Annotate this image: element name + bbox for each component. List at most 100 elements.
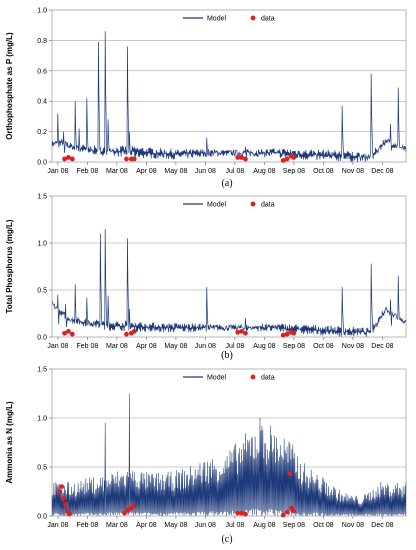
legend-swatch-data <box>250 201 256 207</box>
y-tick-label: 0.0 <box>37 160 47 167</box>
x-tick-label: May 08 <box>164 522 187 529</box>
series-line-model <box>51 393 407 516</box>
data-point <box>235 155 241 160</box>
x-tick-label: Jul 08 <box>226 168 245 175</box>
x-tick-label: Jun 08 <box>195 168 216 175</box>
panel-caption: (c) <box>221 534 232 545</box>
data-point <box>280 512 286 518</box>
y-axis-label: Orthophosphate as P (mg/L) <box>5 32 14 140</box>
y-tick-label: 0.0 <box>37 514 47 521</box>
data-point <box>62 156 67 162</box>
data-point <box>243 156 248 162</box>
x-tick-label: Dec 08 <box>371 522 393 529</box>
y-tick-label: 1.5 <box>37 194 47 201</box>
panel-caption: (b) <box>221 350 233 361</box>
x-tick-label: Feb 08 <box>77 343 99 350</box>
series-line-model <box>51 228 407 337</box>
data-point <box>280 332 286 338</box>
data-point <box>239 510 244 516</box>
x-tick-label: Apr 08 <box>136 522 157 529</box>
legend-label-data: data <box>261 375 275 382</box>
x-tick-label: Mar 08 <box>106 343 128 350</box>
data-point <box>63 501 68 507</box>
x-tick-label: Jan 08 <box>47 343 68 350</box>
data-point <box>243 511 248 517</box>
data-point <box>66 155 71 160</box>
y-tick-label: 0.5 <box>37 465 47 472</box>
data-point <box>62 330 67 336</box>
data-point <box>284 331 290 337</box>
data-point <box>280 158 286 163</box>
x-tick-label: Mar 08 <box>106 168 128 175</box>
y-tick-label: 0.5 <box>37 288 47 295</box>
x-tick-label: May 08 <box>164 343 187 350</box>
panel-caption: (a) <box>221 178 232 189</box>
data-point <box>291 508 297 514</box>
x-tick-label: May 08 <box>164 168 187 175</box>
data-point <box>67 511 72 517</box>
x-tick-label: Jan 08 <box>47 168 68 175</box>
x-tick-label: Nov 08 <box>342 343 364 350</box>
data-point <box>59 484 65 489</box>
data-point <box>243 330 248 336</box>
x-tick-label: Oct 08 <box>313 343 334 350</box>
x-tick-label: Aug 08 <box>253 343 275 350</box>
y-tick-label: 1.0 <box>37 416 47 423</box>
data-point <box>57 489 63 494</box>
chart-panel-0: 0.0 0.2 0.4 0.6 0.8 1.0 Jan 08 Feb 08 Mar 08 Apr … <box>5 8 407 189</box>
y-tick-label: 0.0 <box>37 335 47 342</box>
data-point <box>130 503 136 509</box>
data-point <box>69 331 75 337</box>
y-tick-label: 0.8 <box>37 38 47 45</box>
data-point <box>61 495 67 501</box>
x-tick-label: Dec 08 <box>371 343 393 350</box>
data-point <box>124 156 129 162</box>
data-point <box>291 155 297 160</box>
y-tick-label: 1.0 <box>37 8 47 15</box>
series-line-model <box>51 31 407 162</box>
legend-label-data: data <box>261 16 275 23</box>
y-tick-label: 1.0 <box>37 241 47 248</box>
data-point <box>239 328 244 334</box>
legend-swatch-data <box>250 15 256 21</box>
legend-label-model: Model <box>207 375 227 382</box>
y-tick-label: 1.5 <box>37 367 47 374</box>
x-tick-label: Apr 08 <box>136 343 157 350</box>
x-tick-label: Sep 08 <box>283 522 305 529</box>
legend-label-model: Model <box>207 16 227 23</box>
data-point <box>239 155 244 160</box>
x-tick-label: Oct 08 <box>313 522 334 529</box>
data-point <box>284 509 290 515</box>
data-point <box>287 471 293 477</box>
x-tick-label: Aug 08 <box>253 168 275 175</box>
data-point <box>66 328 71 334</box>
y-tick-label: 0.2 <box>37 129 47 136</box>
x-tick-label: Mar 08 <box>106 522 128 529</box>
x-tick-label: Nov 08 <box>342 168 364 175</box>
y-axis-label: Total Phosphorus (mg/L) <box>5 219 14 313</box>
x-tick-label: Feb 08 <box>77 522 99 529</box>
data-point <box>291 330 297 336</box>
x-tick-label: Feb 08 <box>77 168 99 175</box>
data-point <box>124 331 129 337</box>
chart-panel-1: 0.0 0.5 1.0 1.5 Jan 08 Feb 08 Mar 08 Apr 08 May … <box>5 194 407 361</box>
x-tick-label: Dec 08 <box>371 168 393 175</box>
chart-panel-2: 0.0 0.5 1.0 1.5 Jan 08 Feb 08 Mar 08 Apr 08 May … <box>5 367 407 545</box>
y-tick-label: 0.6 <box>37 68 47 75</box>
plot-area <box>51 9 407 163</box>
x-tick-label: Oct 08 <box>313 168 334 175</box>
x-tick-label: Jun 08 <box>195 522 216 529</box>
x-tick-label: Sep 08 <box>283 343 305 350</box>
data-point <box>69 156 75 162</box>
y-axis-label: Ammonia as N (mg/L) <box>5 401 14 484</box>
data-point <box>131 328 137 334</box>
data-point <box>131 156 137 162</box>
legend-label-data: data <box>261 202 275 209</box>
x-tick-label: Jan 08 <box>47 522 68 529</box>
x-tick-label: Nov 08 <box>342 522 364 529</box>
legend-label-model: Model <box>207 202 227 209</box>
data-point <box>284 156 290 162</box>
x-tick-label: Jun 08 <box>195 343 216 350</box>
x-tick-label: Aug 08 <box>253 522 275 529</box>
